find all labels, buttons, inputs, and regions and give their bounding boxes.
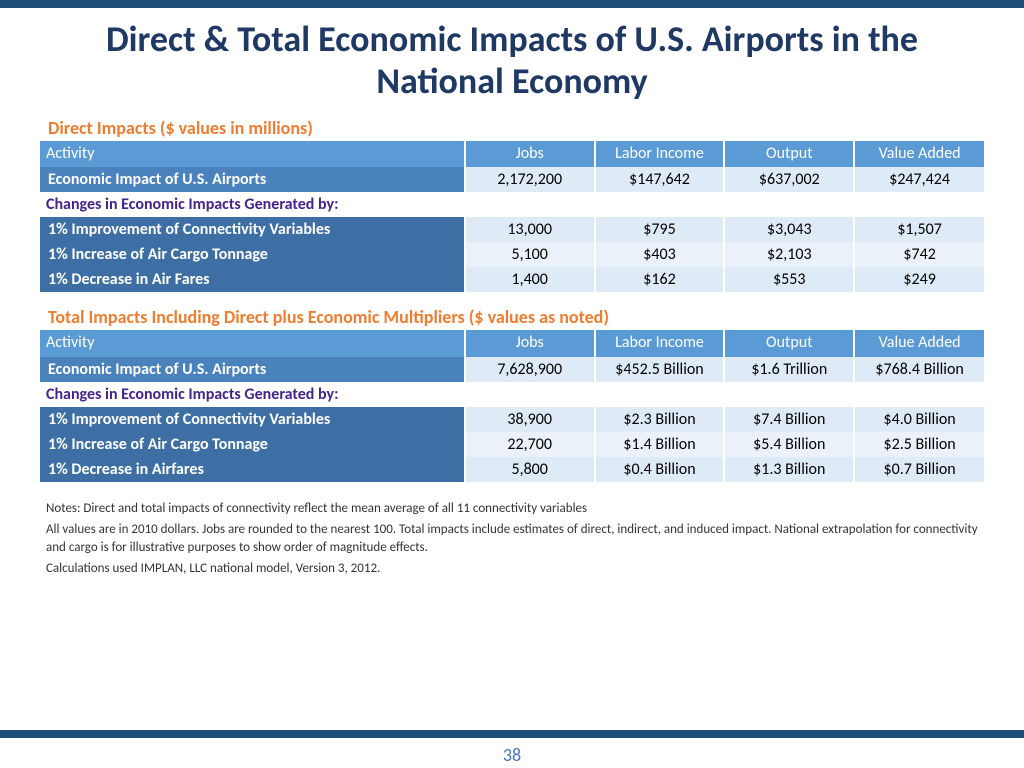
slide-title: Direct & Total Economic Impacts of U.S. … <box>40 18 984 103</box>
cell-jobs: 7,628,900 <box>465 357 595 382</box>
total-caption: Total Impacts Including Direct plus Econ… <box>40 306 984 328</box>
row-label: 1% Improvement of Connectivity Variables <box>40 217 465 242</box>
row-label: 1% Decrease in Airfares <box>40 457 465 482</box>
cell-labor: $162 <box>595 267 725 292</box>
notes-block: Notes: Direct and total impacts of conne… <box>40 500 984 578</box>
slide-content: Direct & Total Economic Impacts of U.S. … <box>0 8 1024 578</box>
cell-va: $0.7 Billion <box>854 457 984 482</box>
row-label: Economic Impact of U.S. Airports <box>40 357 465 382</box>
cell-va: $768.4 Billion <box>854 357 984 382</box>
note-line: Calculations used IMPLAN, LLC national m… <box>46 560 978 578</box>
col-labor-income: Labor Income <box>595 330 725 356</box>
table-row: Economic Impact of U.S. Airports 2,172,2… <box>40 167 984 192</box>
cell-output: $1.3 Billion <box>724 457 854 482</box>
cell-output: $3,043 <box>724 217 854 242</box>
direct-impacts-table: Activity Jobs Labor Income Output Value … <box>40 141 984 292</box>
page-number: 38 <box>0 744 1024 766</box>
col-value-added: Value Added <box>854 141 984 167</box>
note-line: Notes: Direct and total impacts of conne… <box>46 500 978 518</box>
cell-output: $5.4 Billion <box>724 432 854 457</box>
table-row: 1% Increase of Air Cargo Tonnage 22,700 … <box>40 432 984 457</box>
subheader: Changes in Economic Impacts Generated by… <box>40 382 984 407</box>
cell-jobs: 1,400 <box>465 267 595 292</box>
cell-jobs: 13,000 <box>465 217 595 242</box>
table-row: 1% Decrease in Airfares 5,800 $0.4 Billi… <box>40 457 984 482</box>
total-impacts-table: Activity Jobs Labor Income Output Value … <box>40 330 984 481</box>
col-output: Output <box>724 141 854 167</box>
table-header-row: Activity Jobs Labor Income Output Value … <box>40 141 984 167</box>
direct-caption: Direct Impacts ($ values in millions) <box>40 117 984 139</box>
row-label: 1% Increase of Air Cargo Tonnage <box>40 432 465 457</box>
cell-va: $2.5 Billion <box>854 432 984 457</box>
table-row: 1% Increase of Air Cargo Tonnage 5,100 $… <box>40 242 984 267</box>
row-label: Economic Impact of U.S. Airports <box>40 167 465 192</box>
cell-labor: $452.5 Billion <box>595 357 725 382</box>
row-label: 1% Decrease in Air Fares <box>40 267 465 292</box>
cell-labor: $147,642 <box>595 167 725 192</box>
cell-labor: $1.4 Billion <box>595 432 725 457</box>
cell-jobs: 22,700 <box>465 432 595 457</box>
subheader: Changes in Economic Impacts Generated by… <box>40 192 984 217</box>
cell-output: $637,002 <box>724 167 854 192</box>
top-border <box>0 0 1024 8</box>
cell-jobs: 2,172,200 <box>465 167 595 192</box>
col-jobs: Jobs <box>465 330 595 356</box>
cell-va: $742 <box>854 242 984 267</box>
col-jobs: Jobs <box>465 141 595 167</box>
table-row: 1% Decrease in Air Fares 1,400 $162 $553… <box>40 267 984 292</box>
cell-output: $553 <box>724 267 854 292</box>
bottom-border <box>0 730 1024 738</box>
cell-output: $1.6 Trillion <box>724 357 854 382</box>
cell-labor: $0.4 Billion <box>595 457 725 482</box>
cell-labor: $795 <box>595 217 725 242</box>
cell-labor: $403 <box>595 242 725 267</box>
row-label: 1% Increase of Air Cargo Tonnage <box>40 242 465 267</box>
cell-va: $247,424 <box>854 167 984 192</box>
table-row: Economic Impact of U.S. Airports 7,628,9… <box>40 357 984 382</box>
col-labor-income: Labor Income <box>595 141 725 167</box>
cell-jobs: 5,100 <box>465 242 595 267</box>
note-line: All values are in 2010 dollars. Jobs are… <box>46 521 978 556</box>
cell-jobs: 38,900 <box>465 407 595 432</box>
cell-va: $249 <box>854 267 984 292</box>
cell-labor: $2.3 Billion <box>595 407 725 432</box>
table-row: 1% Improvement of Connectivity Variables… <box>40 407 984 432</box>
cell-va: $1,507 <box>854 217 984 242</box>
cell-va: $4.0 Billion <box>854 407 984 432</box>
table-row: 1% Improvement of Connectivity Variables… <box>40 217 984 242</box>
cell-jobs: 5,800 <box>465 457 595 482</box>
cell-output: $7.4 Billion <box>724 407 854 432</box>
cell-output: $2,103 <box>724 242 854 267</box>
row-label: 1% Improvement of Connectivity Variables <box>40 407 465 432</box>
col-value-added: Value Added <box>854 330 984 356</box>
col-activity: Activity <box>40 141 465 167</box>
col-activity: Activity <box>40 330 465 356</box>
col-output: Output <box>724 330 854 356</box>
table-header-row: Activity Jobs Labor Income Output Value … <box>40 330 984 356</box>
